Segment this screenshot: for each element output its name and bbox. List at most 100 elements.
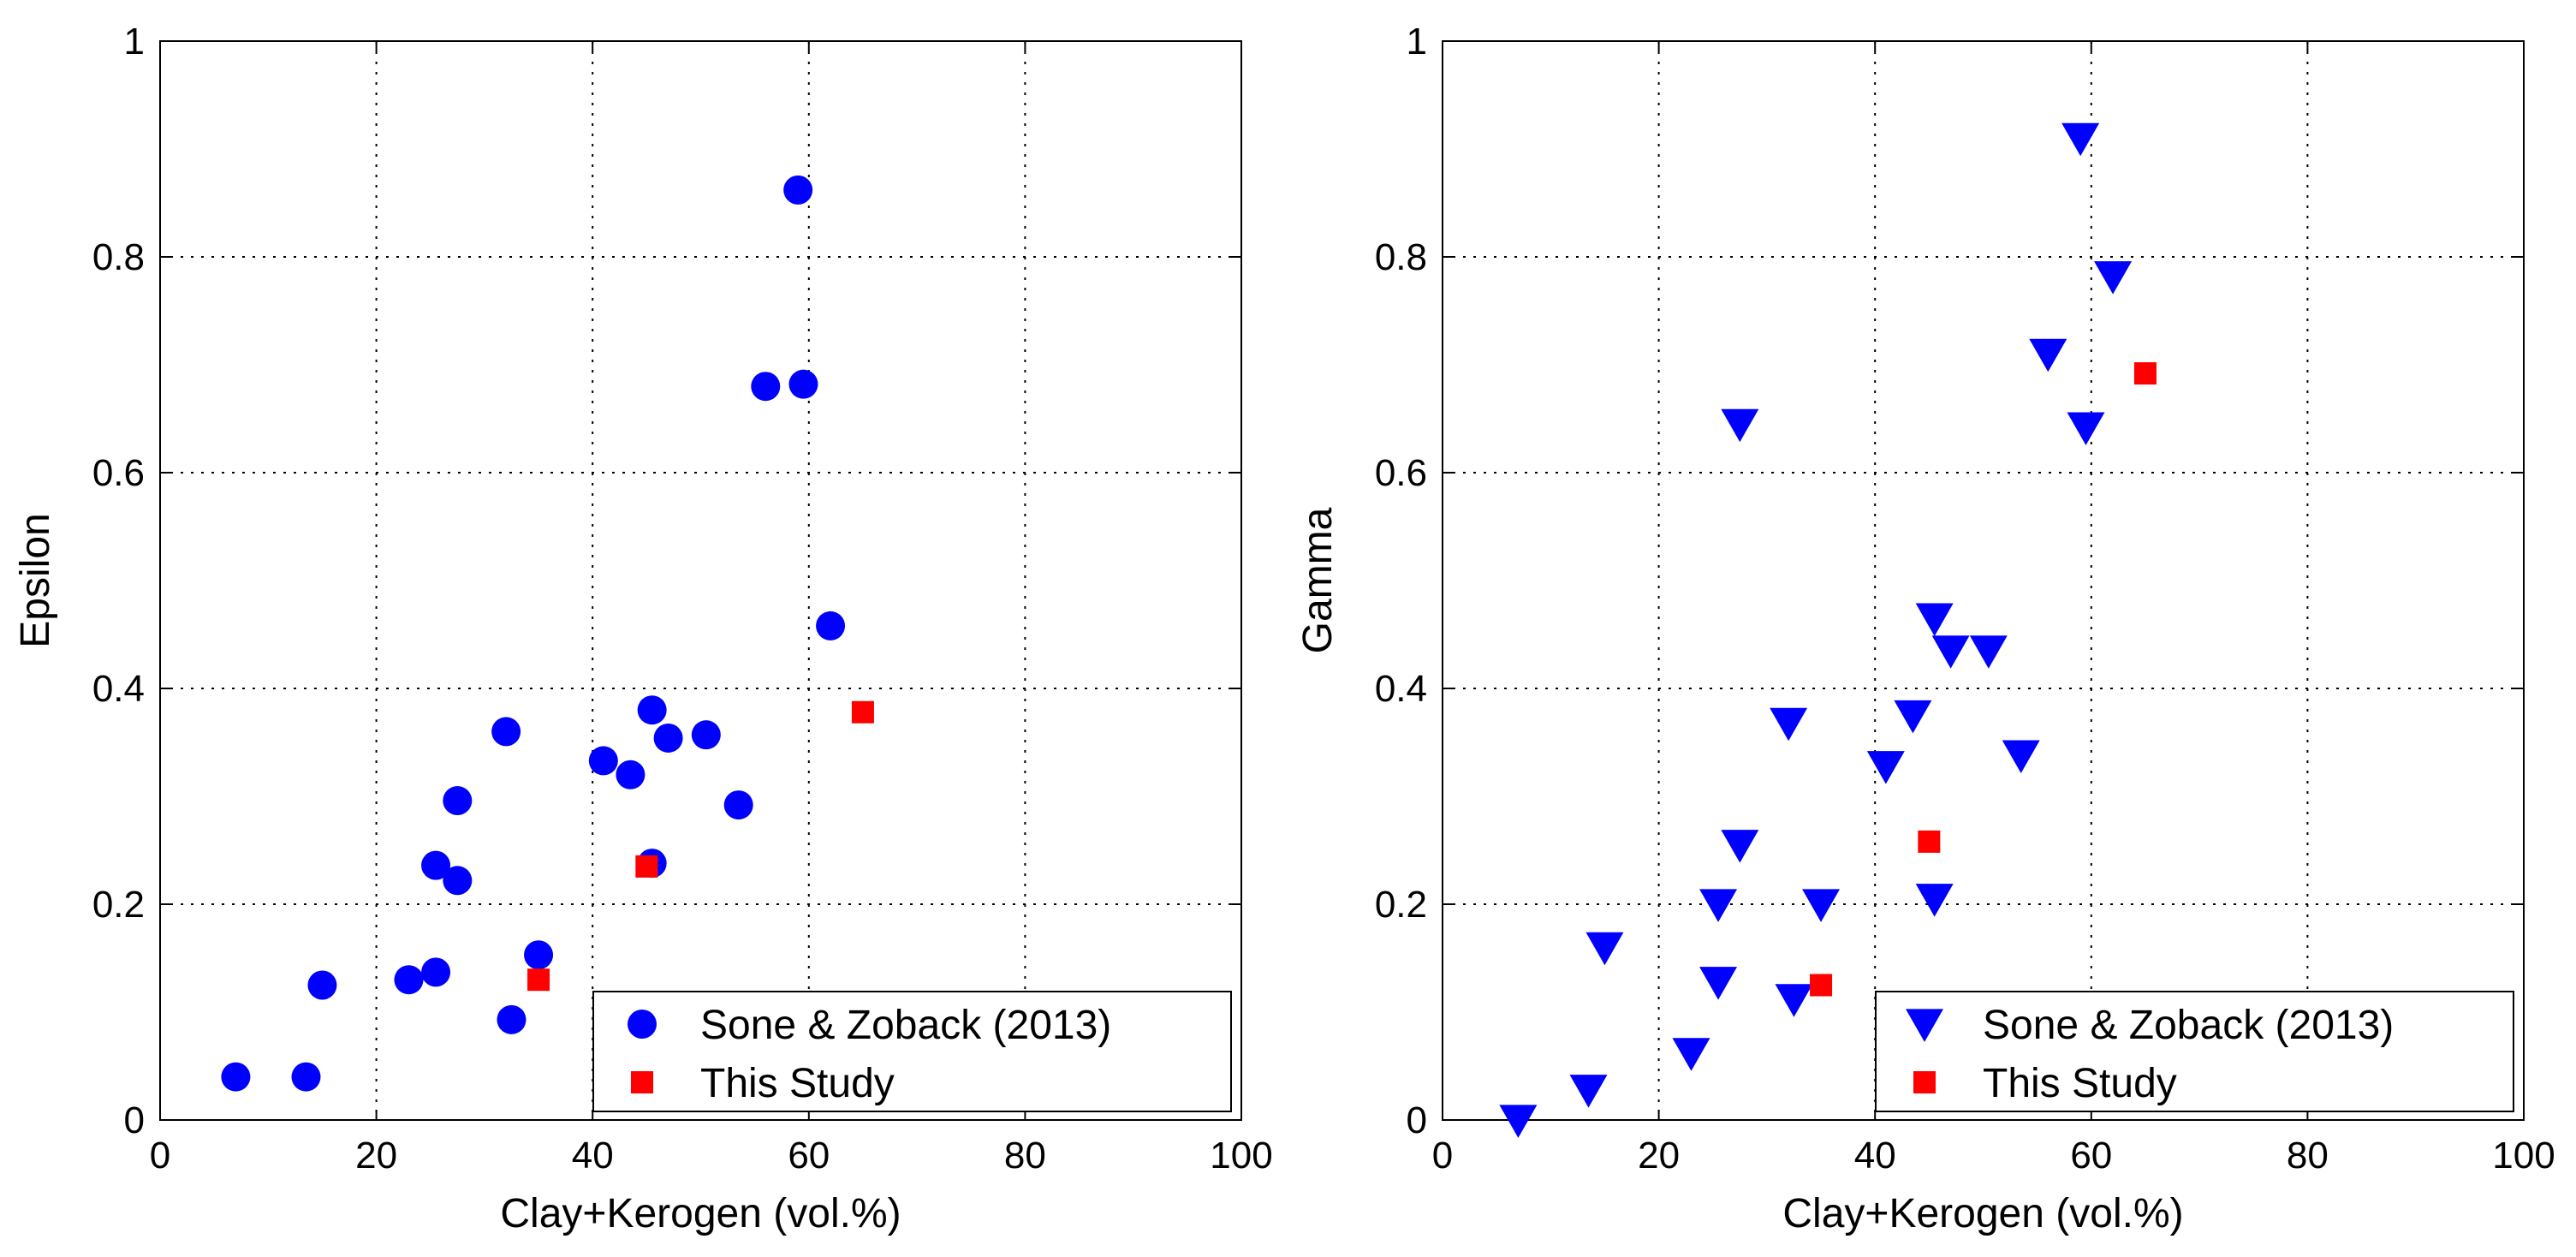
- epsilon-point-sone-zoback: [783, 175, 813, 205]
- gamma-point-sone-zoback: [1569, 1075, 1608, 1108]
- gamma-point-sone-zoback: [2094, 261, 2133, 295]
- epsilon-point-sone-zoback: [816, 611, 846, 640]
- epsilon-point-sone-zoback: [588, 746, 618, 776]
- epsilon-point-sone-zoback: [497, 1004, 527, 1034]
- gamma-point-sone-zoback: [1894, 700, 1932, 734]
- gamma-x-tick-label: 80: [2287, 1135, 2329, 1177]
- gamma-point-this-study: [2133, 362, 2157, 385]
- gamma-y-axis-label: Gamma: [1295, 507, 1341, 653]
- epsilon-point-sone-zoback: [524, 940, 554, 970]
- gamma-point-sone-zoback: [1585, 932, 1624, 966]
- epsilon-point-sone-zoback: [291, 1062, 321, 1092]
- epsilon-x-tick-label: 100: [1210, 1135, 1272, 1177]
- epsilon-x-tick-label: 40: [572, 1135, 614, 1177]
- gamma-point-sone-zoback: [2061, 122, 2100, 157]
- epsilon-y-tick-label: 0.2: [92, 884, 145, 926]
- gamma-point-sone-zoback: [1672, 1038, 1710, 1071]
- gamma-x-tick-label: 0: [1432, 1135, 1453, 1177]
- epsilon-legend-box: [592, 991, 1232, 1112]
- epsilon-point-sone-zoback: [421, 850, 451, 880]
- epsilon-legend-symbol-sone-zoback: [628, 1010, 657, 1039]
- epsilon-point-sone-zoback: [691, 720, 721, 750]
- epsilon-points: [221, 175, 874, 1092]
- epsilon-y-axis-label: Epsilon: [13, 513, 58, 647]
- gamma-y-tick-label: 0.8: [1375, 236, 1427, 278]
- epsilon-x-tick-label: 60: [788, 1135, 830, 1177]
- gamma-point-sone-zoback: [1915, 884, 1954, 917]
- gamma-legend: Sone & Zoback (2013) This Study: [1875, 991, 2514, 1112]
- epsilon-x-tick-label: 20: [355, 1135, 397, 1177]
- gamma-y-tick-label: 0.6: [1375, 452, 1427, 494]
- gamma-point-sone-zoback: [1931, 635, 1970, 669]
- epsilon-point-this-study: [527, 968, 550, 992]
- epsilon-point-this-study: [635, 855, 658, 878]
- epsilon-x-axis-label: Clay+Kerogen (vol.%): [500, 1191, 901, 1236]
- epsilon-point-sone-zoback: [443, 786, 473, 816]
- epsilon-point-sone-zoback: [491, 717, 521, 747]
- gamma-point-sone-zoback: [1770, 707, 1808, 742]
- epsilon-point-sone-zoback: [788, 369, 818, 399]
- epsilon-y-tick-label: 0.6: [92, 452, 145, 494]
- epsilon-point-sone-zoback: [653, 723, 683, 753]
- epsilon-y-tick-label: 0.4: [92, 668, 145, 710]
- epsilon-legend-marker-this-study: [631, 1071, 653, 1093]
- gamma-x-tick-label: 40: [1854, 1135, 1896, 1177]
- epsilon-legend-label-sone-zoback: Sone & Zoback (2013): [700, 1003, 1111, 1048]
- epsilon-legend: Sone & Zoback (2013) This Study: [592, 991, 1232, 1112]
- gamma-x-axis-label: Clay+Kerogen (vol.%): [1782, 1191, 2183, 1236]
- epsilon-legend-label-this-study: This Study: [700, 1061, 895, 1106]
- gamma-plot-frame: [1442, 40, 2525, 1121]
- epsilon-point-sone-zoback: [723, 790, 753, 820]
- gamma-y-tick-label: 0: [1407, 1099, 1427, 1141]
- gamma-point-sone-zoback: [1866, 751, 1905, 784]
- gamma-legend-label-sone-zoback: Sone & Zoback (2013): [1983, 1003, 2394, 1048]
- gamma-point-sone-zoback: [1775, 984, 1813, 1017]
- epsilon-y-tick-label: 0: [124, 1099, 145, 1141]
- epsilon-legend-marker-sone-zoback: [628, 1010, 657, 1039]
- gamma-point-sone-zoback: [2067, 412, 2105, 445]
- epsilon-point-sone-zoback: [221, 1062, 251, 1092]
- gamma-point-sone-zoback: [1699, 889, 1738, 922]
- gamma-x-tick-label: 100: [2492, 1135, 2555, 1177]
- epsilon-y-tick-label: 0.8: [92, 236, 145, 278]
- gamma-legend-symbol-this-study: [1913, 1071, 1936, 1093]
- gamma-x-tick-label: 20: [1638, 1135, 1680, 1177]
- gamma-x-tick-label: 60: [2070, 1135, 2112, 1177]
- gamma-point-sone-zoback: [1699, 967, 1738, 1000]
- gamma-point-this-study: [1918, 830, 1941, 853]
- epsilon-panel: 0 20 40 60 80 100 0 0.2 0.4 0.6 0.8 1 Clay+Kerogen …: [13, 21, 1273, 1236]
- epsilon-point-sone-zoback: [443, 866, 473, 896]
- epsilon-y-tick-label: 1: [124, 21, 145, 63]
- gamma-point-sone-zoback: [2002, 740, 2040, 774]
- gamma-legend-marker-this-study: [1913, 1071, 1936, 1093]
- epsilon-point-sone-zoback: [307, 970, 337, 1000]
- epsilon-x-tick-label: 80: [1004, 1135, 1046, 1177]
- gamma-point-sone-zoback: [1969, 635, 2008, 669]
- epsilon-point-sone-zoback: [421, 957, 451, 987]
- epsilon-ticks: 0 20 40 60 80 100 0 0.2 0.4 0.6 0.8 1: [92, 21, 1273, 1177]
- gamma-point-sone-zoback: [2029, 338, 2067, 372]
- gamma-legend-box: [1875, 991, 2514, 1112]
- gamma-y-tick-label: 0.2: [1375, 884, 1427, 926]
- gamma-point-sone-zoback: [1499, 1105, 1538, 1138]
- epsilon-point-this-study: [851, 700, 874, 724]
- epsilon-point-sone-zoback: [751, 372, 781, 402]
- epsilon-plot-frame: [159, 40, 1242, 1121]
- gamma-legend-label-this-study: This Study: [1983, 1061, 2177, 1106]
- gamma-point-sone-zoback: [1721, 408, 1759, 443]
- gamma-y-tick-label: 1: [1407, 21, 1427, 63]
- gamma-legend-symbol-sone-zoback: [1906, 1009, 1943, 1042]
- epsilon-point-sone-zoback: [637, 695, 667, 725]
- gamma-point-sone-zoback: [1721, 830, 1759, 863]
- gamma-ticks: 0 20 40 60 80 100 0 0.2 0.4 0.6 0.8 1: [1375, 21, 2555, 1177]
- gamma-points: [1499, 122, 2157, 1138]
- gamma-panel: 0 20 40 60 80 100 0 0.2 0.4 0.6 0.8 1 Clay+Kerogen …: [1295, 21, 2555, 1236]
- epsilon-x-tick-label: 0: [150, 1135, 170, 1177]
- epsilon-grid: [160, 41, 1241, 1120]
- epsilon-point-sone-zoback: [616, 760, 645, 789]
- gamma-point-this-study: [1810, 974, 1833, 997]
- gamma-point-sone-zoback: [1802, 889, 1841, 922]
- epsilon-point-sone-zoback: [394, 965, 424, 995]
- gamma-legend-marker-sone-zoback: [1906, 1009, 1943, 1042]
